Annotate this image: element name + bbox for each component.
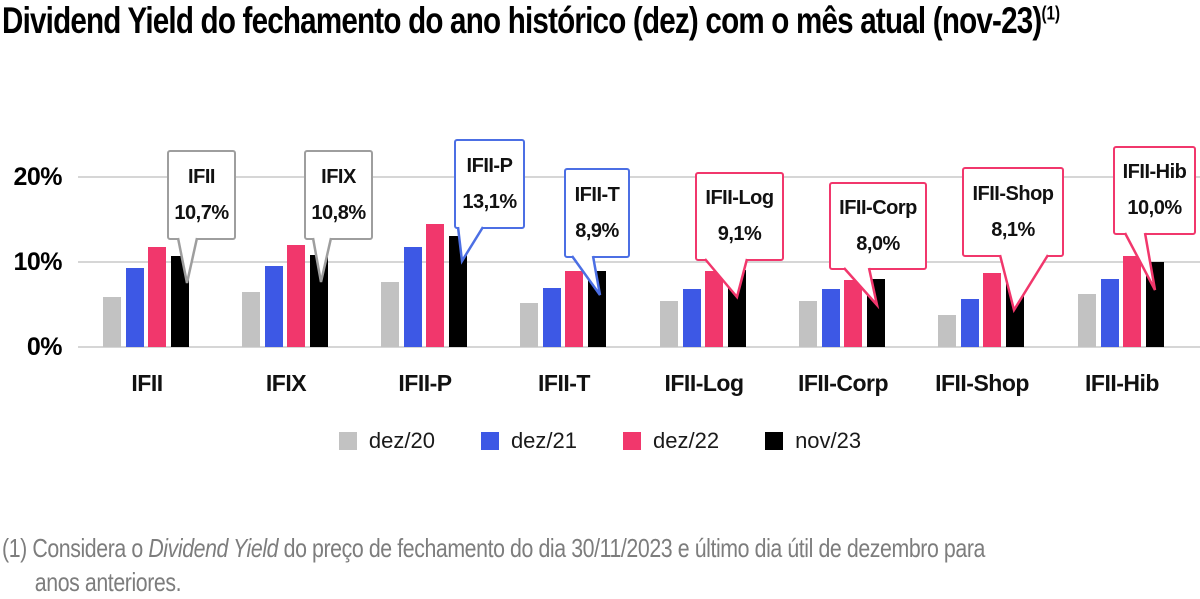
legend-label-dez/21: dez/21 xyxy=(510,428,577,453)
callout-IFII: IFII 10,7% xyxy=(167,150,236,240)
chart-legend: dez/20 dez/21 dez/22 nov/23 xyxy=(0,428,1200,454)
legend-item-nov/23: nov/23 xyxy=(765,428,861,454)
bar-IFII-Hib-dez/22 xyxy=(1123,256,1141,347)
legend-item-dez/21: dez/21 xyxy=(480,428,577,454)
chart-title-text: Dividend Yield do fechamento do ano hist… xyxy=(2,0,1042,41)
x-axis-label-IFII-P: IFII-P xyxy=(398,370,452,396)
bar-IFII-P-dez/22 xyxy=(426,223,444,347)
chart-title: Dividend Yield do fechamento do ano hist… xyxy=(2,0,1060,42)
legend-item-dez/20: dez/20 xyxy=(338,428,435,454)
bar-IFII-Shop-dez/20 xyxy=(938,314,956,347)
bar-IFII-T-dez/21 xyxy=(543,287,561,347)
bar-IFII-T-dez/22 xyxy=(565,270,583,347)
callout-label: IFII xyxy=(188,165,215,188)
callout-value: 10,7% xyxy=(174,201,229,224)
bar-IFIX-dez/22 xyxy=(287,245,305,347)
legend-swatch-nov/23 xyxy=(765,432,784,450)
gridline-0% xyxy=(78,346,1200,348)
callout-IFII-T: IFII-T 8,9% xyxy=(564,168,630,258)
callout-value: 10,0% xyxy=(1127,197,1182,219)
callout-label: IFIX xyxy=(321,165,356,188)
y-axis-tick-20%: 20% xyxy=(13,163,62,191)
bar-IFII-Corp-dez/20 xyxy=(799,301,817,347)
bar-IFII-dez/22 xyxy=(148,246,166,347)
callout-IFII-P: IFII-P 13,1% xyxy=(454,139,525,229)
bar-IFII-Corp-dez/21 xyxy=(822,289,840,347)
callout-label: IFII-T xyxy=(574,183,620,206)
callout-label: IFII-Shop xyxy=(972,182,1054,205)
bar-IFII-Log-dez/20 xyxy=(660,301,678,347)
callout-IFII-Corp: IFII-Corp 8,0% xyxy=(829,182,927,270)
x-axis-label-IFII: IFII xyxy=(131,370,163,396)
bar-IFII-Log-nov/23 xyxy=(728,269,746,347)
callout-label: IFII-P xyxy=(466,154,513,177)
legend-swatch-dez/22 xyxy=(623,432,641,450)
callout-value: 9,1% xyxy=(717,223,762,245)
x-axis-label-IFII-T: IFII-T xyxy=(538,370,590,396)
bar-IFII-P-nov/23 xyxy=(449,235,467,347)
bar-IFII-Corp-dez/22 xyxy=(844,279,862,347)
bar-IFIX-nov/23 xyxy=(310,255,328,347)
x-axis-label-IFII-Hib: IFII-Hib xyxy=(1085,370,1159,396)
footnote-italic-term: Dividend Yield xyxy=(148,533,279,563)
y-axis-tick-10%: 10% xyxy=(13,248,62,276)
legend-swatch-dez/21 xyxy=(480,432,499,450)
bar-IFII-nov/23 xyxy=(171,256,189,347)
bar-IFII-P-dez/21 xyxy=(404,246,422,347)
chart-title-footnote-ref: (1) xyxy=(1041,3,1061,25)
callout-label: IFII-Corp xyxy=(839,196,917,219)
bar-IFII-T-dez/20 xyxy=(520,302,538,347)
callout-value: 8,1% xyxy=(991,218,1035,241)
bar-IFIX-dez/21 xyxy=(265,266,283,347)
bar-IFII-dez/20 xyxy=(103,296,121,347)
gridline-20% xyxy=(78,176,1200,178)
callout-value: 13,1% xyxy=(462,190,517,213)
bar-IFII-dez/21 xyxy=(126,267,144,347)
callout-label: IFII-Hib xyxy=(1122,161,1187,183)
footnote-line-1: (1) Considera o Dividend Yield do preço … xyxy=(2,533,985,563)
bar-IFII-Log-dez/22 xyxy=(705,271,723,347)
x-axis-label-IFII-Log: IFII-Log xyxy=(664,370,744,396)
bar-IFII-Corp-nov/23 xyxy=(867,279,885,347)
callout-label: IFII-Log xyxy=(705,187,774,209)
legend-label-nov/23: nov/23 xyxy=(795,428,862,453)
legend-label-dez/20: dez/20 xyxy=(368,428,435,453)
footnote: (1) Considera o Dividend Yield do preço … xyxy=(2,531,985,599)
callout-IFII-Log: IFII-Log 9,1% xyxy=(695,172,784,261)
bar-IFII-Shop-dez/21 xyxy=(961,298,979,347)
x-axis-label-IFII-Shop: IFII-Shop xyxy=(935,370,1029,396)
callout-IFIX: IFIX 10,8% xyxy=(304,150,373,240)
bar-IFII-T-nov/23 xyxy=(588,271,606,347)
gridline-10% xyxy=(78,261,1200,263)
x-axis-label-IFII-Corp: IFII-Corp xyxy=(797,370,889,396)
bar-IFII-Hib-dez/20 xyxy=(1078,294,1096,347)
x-axis-label-IFIX: IFIX xyxy=(265,370,307,396)
bar-IFII-P-dez/20 xyxy=(381,281,399,347)
legend-label-dez/22: dez/22 xyxy=(653,428,720,453)
legend-swatch-dez/20 xyxy=(338,432,357,450)
bar-IFIX-dez/20 xyxy=(242,291,260,347)
bar-IFII-Hib-nov/23 xyxy=(1146,262,1164,347)
callout-IFII-Hib: IFII-Hib 10,0% xyxy=(1113,146,1196,235)
legend-item-dez/22: dez/22 xyxy=(623,428,719,454)
bar-IFII-Shop-dez/22 xyxy=(983,273,1001,347)
callout-IFII-Shop: IFII-Shop 8,1% xyxy=(962,167,1064,257)
bar-IFII-Log-dez/21 xyxy=(683,289,701,347)
footnote-line-2: anos anteriores. xyxy=(34,567,182,597)
bar-IFII-Shop-nov/23 xyxy=(1006,278,1024,347)
callout-value: 10,8% xyxy=(311,201,366,224)
callout-value: 8,9% xyxy=(575,219,619,242)
callout-value: 8,0% xyxy=(856,232,900,255)
y-axis-tick-0%: 0% xyxy=(26,333,63,361)
bar-IFII-Hib-dez/21 xyxy=(1101,279,1119,347)
